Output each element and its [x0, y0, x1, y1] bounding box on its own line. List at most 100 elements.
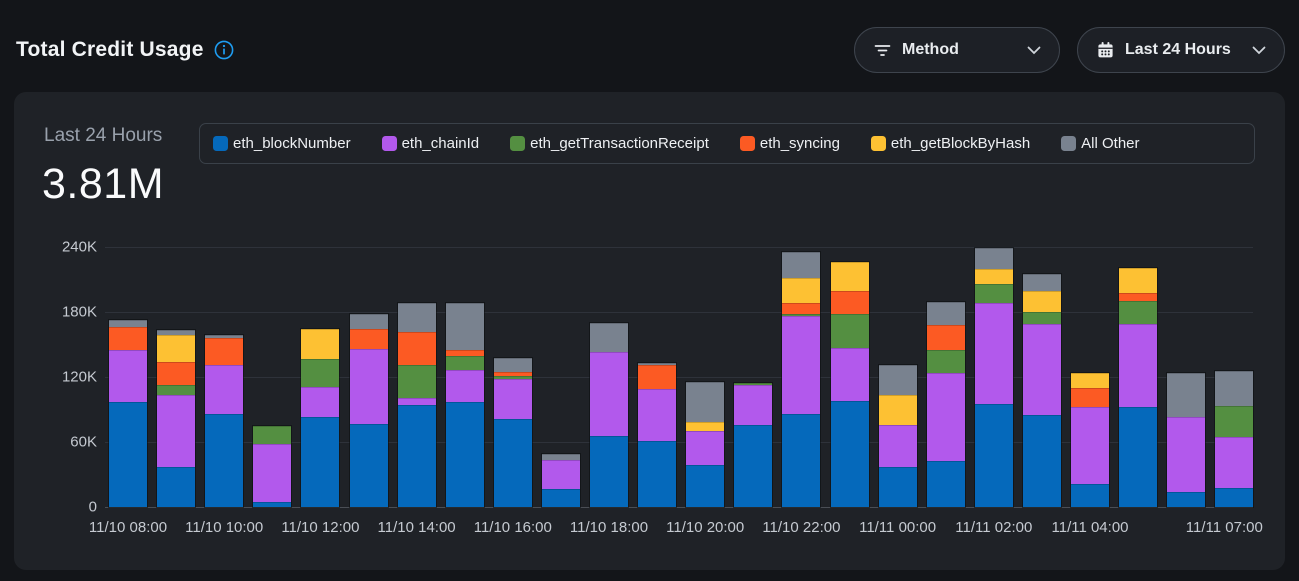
- bar-segment: [349, 329, 388, 350]
- bar-11-10-23-00[interactable]: [830, 261, 869, 507]
- bar-segment: [1119, 268, 1158, 294]
- bar-segment: [109, 326, 147, 350]
- x-axis-tick: 11/11 02:00: [955, 519, 1033, 536]
- bar-segment: [205, 414, 244, 507]
- bar-segment: [301, 386, 340, 418]
- bar-11-10-09-00[interactable]: [157, 329, 196, 507]
- bar-11-10-15-00[interactable]: [445, 303, 484, 507]
- bar-segment: [1022, 274, 1061, 291]
- bar-11-10-22-00[interactable]: [782, 251, 821, 507]
- legend-item[interactable]: All Other: [1061, 135, 1140, 152]
- bar-11-10-21-00[interactable]: [734, 382, 773, 507]
- y-axis-tick: 240K: [61, 238, 97, 256]
- bar-11-11-05-00[interactable]: [1119, 268, 1158, 507]
- x-axis-tick: 11/11 00:00: [859, 519, 937, 536]
- bar-11-11-02-00[interactable]: [974, 247, 1013, 507]
- bar-segment: [1167, 373, 1206, 418]
- legend-item[interactable]: eth_getTransactionReceipt: [510, 135, 709, 152]
- bar-segment: [1022, 415, 1061, 507]
- time-range-dropdown[interactable]: Last 24 Hours: [1077, 27, 1285, 73]
- bar-segment: [1071, 484, 1109, 507]
- legend-item[interactable]: eth_chainId: [381, 135, 479, 152]
- bar-segment: [686, 465, 725, 507]
- bar-segment: [1119, 300, 1158, 324]
- bar-segment: [782, 413, 821, 507]
- y-axis-tick: 120K: [61, 368, 97, 386]
- x-axis-tick: 11/11 07:00: [1185, 519, 1263, 536]
- bar-11-10-20-00[interactable]: [686, 381, 725, 507]
- bar-segment: [590, 436, 628, 507]
- bar-segment: [541, 459, 580, 490]
- legend-item[interactable]: eth_getBlockByHash: [870, 135, 1030, 152]
- bar-segment: [974, 268, 1013, 285]
- bar-segment: [830, 348, 869, 401]
- page-header: Total Credit Usage: [16, 38, 234, 62]
- x-axis-tick: 11/11 04:00: [1051, 519, 1129, 536]
- bar-segment: [1167, 417, 1206, 492]
- filter-icon: [873, 41, 892, 60]
- bar-segment: [638, 389, 677, 441]
- bar-segment: [878, 467, 917, 507]
- bar-segment: [926, 349, 965, 373]
- bar-segment: [1119, 406, 1158, 507]
- bar-11-11-04-00[interactable]: [1071, 372, 1109, 507]
- bar-11-10-16-00[interactable]: [493, 358, 532, 507]
- bar-11-11-07-00[interactable]: [1215, 370, 1254, 507]
- bar-11-11-06-00[interactable]: [1167, 373, 1206, 507]
- bar-segment: [397, 332, 436, 366]
- method-filter-dropdown[interactable]: Method: [854, 27, 1060, 73]
- bar-segment: [830, 261, 869, 292]
- bar-11-10-19-00[interactable]: [638, 362, 677, 507]
- bar-segment: [157, 329, 196, 335]
- bar-segment: [638, 440, 677, 507]
- bar-segment: [205, 338, 244, 365]
- bar-segment: [1119, 323, 1158, 407]
- bar-11-10-13-00[interactable]: [349, 313, 388, 507]
- bar-segment: [878, 394, 917, 425]
- x-axis-tick: 11/10 12:00: [281, 519, 360, 536]
- bar-segment: [1022, 324, 1061, 416]
- bar-11-11-03-00[interactable]: [1022, 274, 1061, 507]
- bar-11-11-00-00[interactable]: [878, 365, 917, 507]
- bar-segment: [830, 314, 869, 349]
- chevron-down-icon: [1027, 46, 1041, 55]
- bar-segment: [157, 395, 196, 468]
- bar-segment: [349, 424, 388, 507]
- bar-11-10-10-00[interactable]: [205, 334, 244, 507]
- bar-segment: [734, 425, 773, 507]
- legend-swatch: [213, 136, 228, 151]
- bar-11-10-18-00[interactable]: [590, 323, 628, 507]
- bar-segment: [974, 247, 1013, 269]
- bar-11-10-17-00[interactable]: [541, 453, 580, 507]
- bar-11-11-01-00[interactable]: [926, 301, 965, 507]
- bar-segment: [349, 313, 388, 330]
- bar-segment: [493, 376, 532, 379]
- bar-11-10-12-00[interactable]: [301, 329, 340, 507]
- x-axis-tick: 11/10 14:00: [377, 519, 456, 536]
- bar-segment: [445, 402, 484, 507]
- bar-segment: [926, 460, 965, 507]
- bar-segment: [1022, 290, 1061, 312]
- bar-segment: [1215, 436, 1254, 488]
- legend-item[interactable]: eth_syncing: [739, 135, 840, 152]
- period-label: Last 24 Hours: [44, 125, 163, 146]
- legend-label: eth_syncing: [759, 135, 840, 152]
- bar-segment: [1071, 387, 1109, 408]
- time-range-label: Last 24 Hours: [1125, 41, 1231, 58]
- info-icon[interactable]: [214, 40, 234, 60]
- y-axis-tick: 180K: [61, 303, 97, 321]
- bar-11-10-08-00[interactable]: [109, 319, 147, 507]
- bar-11-10-11-00[interactable]: [253, 426, 292, 507]
- bar-segment: [397, 405, 436, 507]
- bar-segment: [445, 356, 484, 370]
- bar-segment: [638, 364, 677, 390]
- bar-segment: [253, 443, 292, 503]
- legend-item[interactable]: eth_blockNumber: [213, 135, 351, 152]
- gridline: [105, 247, 1253, 248]
- chart-legend: eth_blockNumber eth_chainId eth_getTransac…: [199, 123, 1255, 164]
- bar-11-10-14-00[interactable]: [397, 302, 436, 507]
- x-axis-tick: 11/10 08:00: [88, 519, 168, 536]
- bar-segment: [445, 349, 484, 357]
- bar-segment: [926, 325, 965, 350]
- legend-swatch: [739, 136, 755, 151]
